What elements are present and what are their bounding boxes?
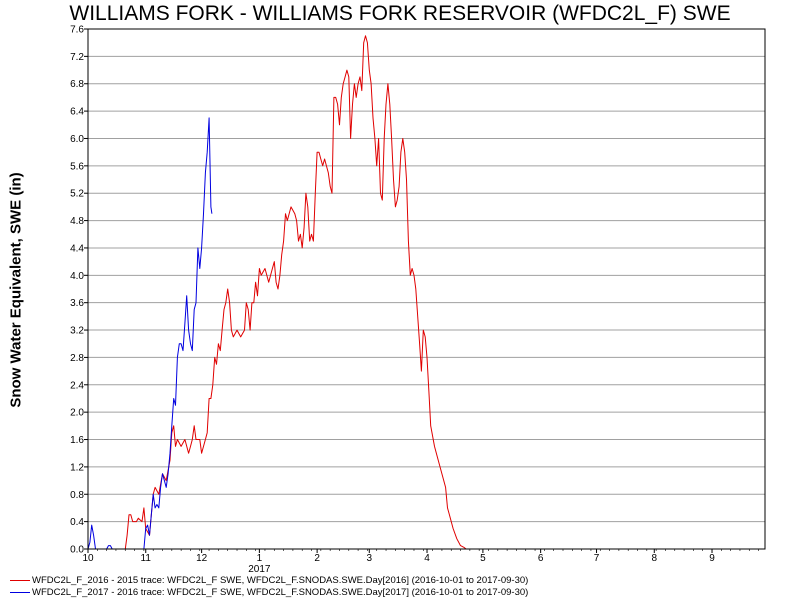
y-tick-label: 2.8 [70,353,84,364]
y-tick-label: 6.0 [70,134,84,145]
legend-label: WFDC2L_F_2017 - 2016 trace: WFDC2L_F SWE… [32,587,529,598]
y-tick-label: 3.6 [70,298,84,309]
x-tick-label: 1 [257,553,263,564]
x-tick-label: 11 [141,553,152,564]
series-line-0 [88,35,467,550]
x-tick-label: 7 [594,553,600,564]
x-tick-label: 10 [82,553,94,564]
y-tick-label: 1.2 [70,462,84,473]
y-tick-label: 6.8 [70,79,84,90]
y-tick-label: 4.4 [70,243,84,254]
legend-label: WFDC2L_F_2016 - 2015 trace: WFDC2L_F SWE… [32,575,529,586]
y-tick-label: 0.4 [70,517,84,528]
y-tick-label: 2.0 [70,408,84,419]
x-tick-label: 3 [366,553,372,564]
legend-item-2016: WFDC2L_F_2016 - 2015 trace: WFDC2L_F SWE… [10,576,528,586]
y-tick-label: 7.2 [70,52,84,63]
series-line-1 [87,117,213,550]
legend-item-2017: WFDC2L_F_2017 - 2016 trace: WFDC2L_F SWE… [10,588,528,598]
x-tick-label: 6 [538,553,544,564]
x-tick-label: 2 [314,553,320,564]
y-tick-label: 0.0 [70,545,84,556]
legend-swatch-red [10,579,30,581]
chart-title: WILLIAMS FORK - WILLIAMS FORK RESERVOIR … [69,2,731,25]
y-tick-label: 0.8 [70,490,84,501]
plot-background [88,29,765,549]
x-tick-label: 5 [480,553,486,564]
x-tick-label: 8 [651,553,657,564]
y-tick-label: 7.6 [70,25,84,36]
y-tick-label: 1.6 [70,435,84,446]
y-tick-label: 2.4 [70,380,84,391]
y-axis: 0.0 0.4 0.8 1.2 1.6 2.0 2.4 2.8 3.2 3.6 4.0 4.4 4.8 5… [70,25,88,556]
x-tick-label: 4 [424,553,430,564]
plot-frame [87,28,766,550]
grid-lines [88,55,765,523]
y-tick-label: 5.6 [70,161,84,172]
legend-swatch-blue [10,591,30,593]
y-tick-label: 3.2 [70,326,84,337]
x-tick-label: 12 [196,553,208,564]
y-tick-label: 5.2 [70,189,84,200]
year-label: 2017 [248,564,271,575]
x-tick-label: 9 [709,553,715,564]
y-tick-label: 4.8 [70,216,84,227]
y-tick-label: 6.4 [70,107,84,118]
series-group [87,35,467,550]
y-tick-label: 4.0 [70,271,84,282]
